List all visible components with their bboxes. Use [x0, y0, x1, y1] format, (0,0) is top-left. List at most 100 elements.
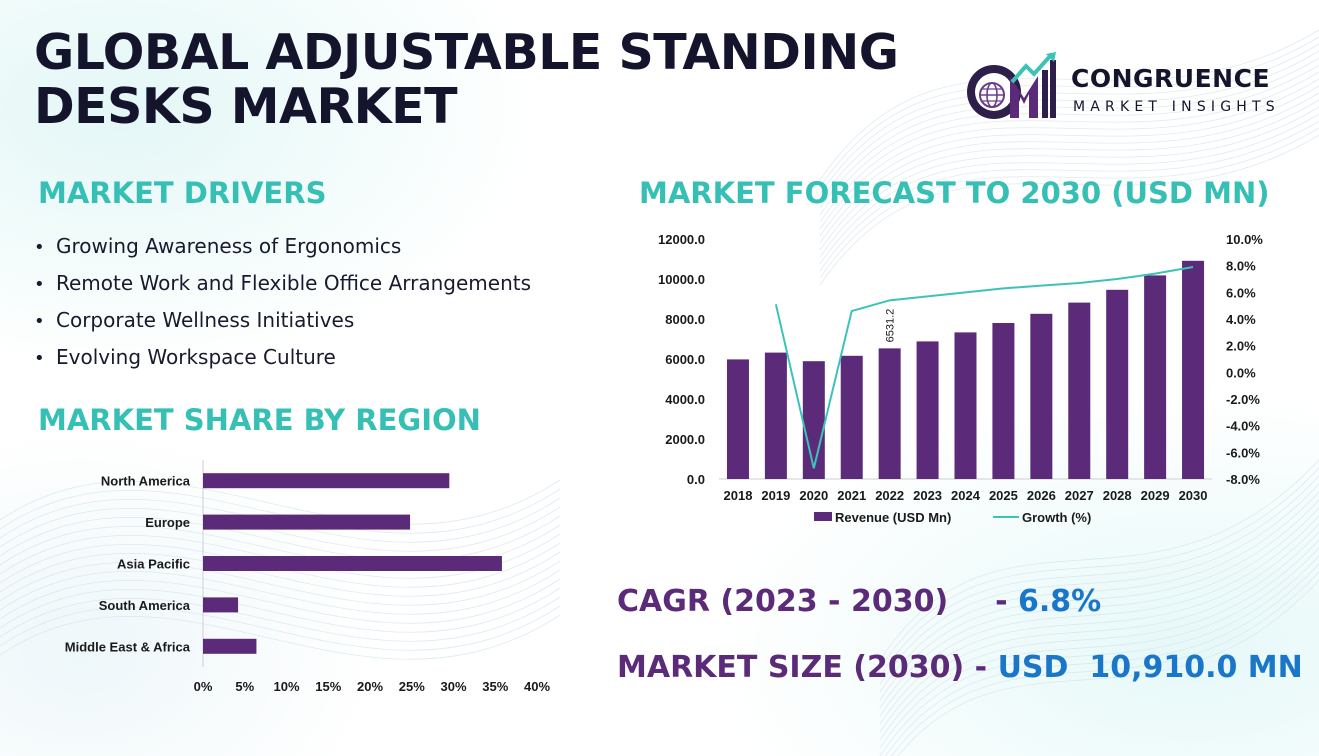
bullet-icon: • — [34, 311, 45, 332]
forecast-y2-tick-label: -2.0% — [1226, 392, 1260, 407]
revenue-bar — [1030, 313, 1053, 479]
legend-growth-label: Growth (%) — [1022, 510, 1091, 525]
forecast-y-tick-label: 10000.0 — [658, 272, 705, 287]
driver-text: Remote Work and Flexible Office Arrangem… — [56, 271, 531, 295]
revenue-bar — [764, 352, 787, 479]
region-category-label: North America — [101, 474, 191, 489]
region-x-tick-label: 40% — [524, 679, 550, 694]
forecast-y-tick-label: 6000.0 — [665, 352, 705, 367]
forecast-y2-tick-label: -6.0% — [1226, 445, 1260, 460]
region-x-tick-label: 10% — [273, 679, 299, 694]
bullet-icon: • — [34, 237, 45, 258]
page-title-line-1: GLOBAL ADJUSTABLE STANDING — [34, 24, 899, 81]
forecast-x-tick-label: 2020 — [799, 488, 828, 503]
region-x-tick-label: 5% — [235, 679, 254, 694]
forecast-y2-tick-label: 8.0% — [1226, 259, 1256, 274]
market-share-heading: MARKET SHARE BY REGION — [38, 403, 481, 437]
market-size-value: USD 10,910.0 MN — [997, 650, 1303, 685]
forecast-x-tick-label: 2027 — [1065, 488, 1094, 503]
bullet-icon: • — [34, 348, 45, 369]
forecast-y-tick-label: 8000.0 — [665, 312, 705, 327]
region-bar — [203, 556, 502, 571]
forecast-y2-tick-label: 4.0% — [1226, 312, 1256, 327]
region-bar — [203, 597, 239, 613]
cagr-separator: - — [995, 584, 1018, 619]
page-title: GLOBAL ADJUSTABLE STANDING DESKS MARKET — [34, 24, 899, 135]
region-category-label: Asia Pacific — [117, 557, 190, 572]
forecast-y2-tick-label: -4.0% — [1226, 419, 1260, 434]
forecast-y-tick-label: 4000.0 — [665, 392, 705, 407]
region-x-tick-label: 0% — [194, 679, 213, 694]
revenue-bar — [992, 323, 1015, 479]
driver-text: Evolving Workspace Culture — [56, 345, 336, 369]
revenue-bar — [1106, 289, 1129, 479]
cagr-stat: CAGR (2023 - 2030) - 6.8% — [617, 584, 1101, 619]
list-item: • Corporate Wellness Initiatives — [34, 306, 531, 343]
legend-revenue-label: Revenue (USD Mn) — [835, 510, 951, 525]
logo-tagline: MARKET INSIGHTS — [1073, 99, 1280, 115]
market-forecast-heading: MARKET FORECAST TO 2030 (USD MN) — [639, 176, 1270, 210]
forecast-x-tick-label: 2019 — [761, 488, 790, 503]
driver-text: Corporate Wellness Initiatives — [56, 308, 355, 332]
driver-text: Growing Awareness of Ergonomics — [56, 234, 402, 258]
legend-revenue-swatch — [814, 512, 832, 521]
list-item: • Evolving Workspace Culture — [34, 343, 531, 380]
revenue-bar — [954, 332, 977, 479]
region-x-tick-label: 15% — [315, 679, 341, 694]
forecast-x-tick-label: 2021 — [837, 488, 866, 503]
list-item: • Growing Awareness of Ergonomics — [34, 232, 531, 269]
cagr-value: 6.8% — [1017, 584, 1102, 619]
forecast-x-tick-label: 2024 — [951, 488, 981, 503]
forecast-x-tick-label: 2023 — [913, 488, 942, 503]
revenue-bar — [726, 359, 749, 479]
revenue-bar — [878, 348, 901, 479]
list-item: • Remote Work and Flexible Office Arrange… — [34, 269, 531, 306]
forecast-y2-tick-label: 0.0% — [1226, 365, 1256, 380]
region-category-label: Middle East & Africa — [65, 639, 191, 654]
revenue-bar — [802, 361, 825, 479]
forecast-x-tick-label: 2025 — [989, 488, 1018, 503]
cagr-label: CAGR (2023 - 2030) — [617, 584, 949, 619]
region-x-tick-label: 35% — [482, 679, 508, 694]
forecast-y2-tick-label: 10.0% — [1226, 232, 1263, 247]
revenue-data-label: 6531.2 — [885, 309, 897, 343]
forecast-x-tick-label: 2026 — [1027, 488, 1056, 503]
market-drivers-list: • Growing Awareness of Ergonomics • Remote… — [34, 232, 531, 380]
page-title-line-2: DESKS MARKET — [34, 78, 458, 135]
cm-globe-logo-icon — [967, 52, 1056, 119]
market-size-separator: - — [974, 650, 998, 685]
forecast-y2-tick-label: -8.0% — [1226, 472, 1260, 487]
market-size-label: MARKET SIZE (2030) — [617, 650, 965, 685]
region-bar — [203, 473, 450, 489]
forecast-y-tick-label: 2000.0 — [665, 432, 705, 447]
forecast-y2-tick-label: 2.0% — [1226, 339, 1256, 354]
logo-name: CONGRUENCE — [1071, 64, 1271, 93]
region-category-label: South America — [99, 598, 191, 613]
region-x-tick-label: 25% — [399, 679, 425, 694]
forecast-x-tick-label: 2030 — [1179, 488, 1208, 503]
forecast-y-tick-label: 12000.0 — [658, 232, 705, 247]
growth-line — [774, 266, 1194, 469]
bullet-icon: • — [34, 274, 45, 295]
region-x-tick-label: 30% — [440, 679, 466, 694]
revenue-bar — [1068, 302, 1091, 479]
market-size-stat: MARKET SIZE (2030) - USD 10,910.0 MN — [617, 650, 1303, 685]
region-bar — [203, 514, 411, 530]
forecast-y2-tick-label: 6.0% — [1226, 285, 1256, 300]
revenue-bar — [916, 341, 939, 479]
region-category-label: Europe — [145, 515, 190, 530]
revenue-bar — [840, 355, 863, 479]
region-bar — [203, 638, 257, 654]
revenue-bar — [1182, 260, 1205, 479]
region-x-tick-label: 20% — [357, 679, 383, 694]
forecast-x-tick-label: 2022 — [875, 488, 904, 503]
forecast-y-tick-label: 0.0 — [687, 472, 705, 487]
forecast-x-tick-label: 2018 — [724, 488, 753, 503]
forecast-x-tick-label: 2029 — [1141, 488, 1170, 503]
market-drivers-heading: MARKET DRIVERS — [38, 176, 327, 210]
revenue-bar — [1144, 275, 1167, 479]
forecast-x-tick-label: 2028 — [1103, 488, 1132, 503]
